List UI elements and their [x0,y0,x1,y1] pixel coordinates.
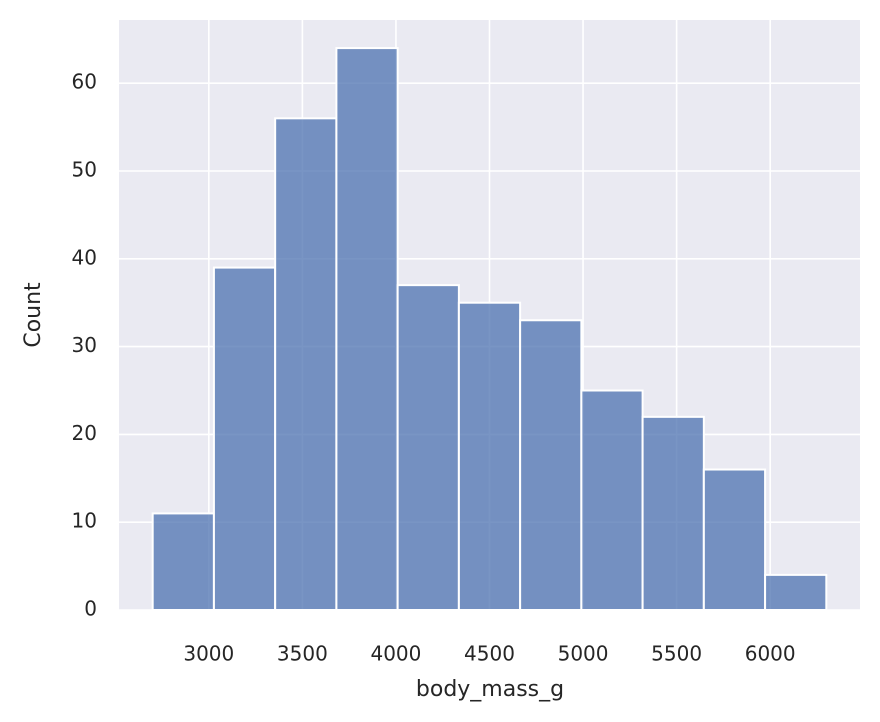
bar [212,266,277,611]
y-tick-label: 0 [84,597,97,621]
y-tick-label: 20 [72,421,97,445]
y-axis-label: Count [21,282,46,348]
bar [764,573,828,612]
x-tick-label: 4000 [370,642,421,666]
bar [335,47,399,612]
x-tick-label: 3500 [277,642,328,666]
x-tick-label: 5500 [651,642,702,666]
y-tick-label: 30 [72,333,97,357]
bar [457,301,522,611]
x-tick-label: 4500 [464,642,515,666]
x-tick-label: 3000 [183,642,234,666]
y-tick-label: 40 [72,245,97,269]
y-tick-label: 50 [72,158,97,182]
x-tick-label: 6000 [745,642,796,666]
x-axis-label: body_mass_g [416,677,564,702]
bar [580,389,644,611]
y-tick-label: 10 [72,509,97,533]
bar [702,468,767,611]
x-tick-label: 5000 [558,642,609,666]
y-tick-label: 60 [72,70,97,94]
bar [519,319,583,611]
bar [151,512,215,611]
bar [641,415,705,611]
bar [396,284,460,611]
bar [274,117,338,611]
